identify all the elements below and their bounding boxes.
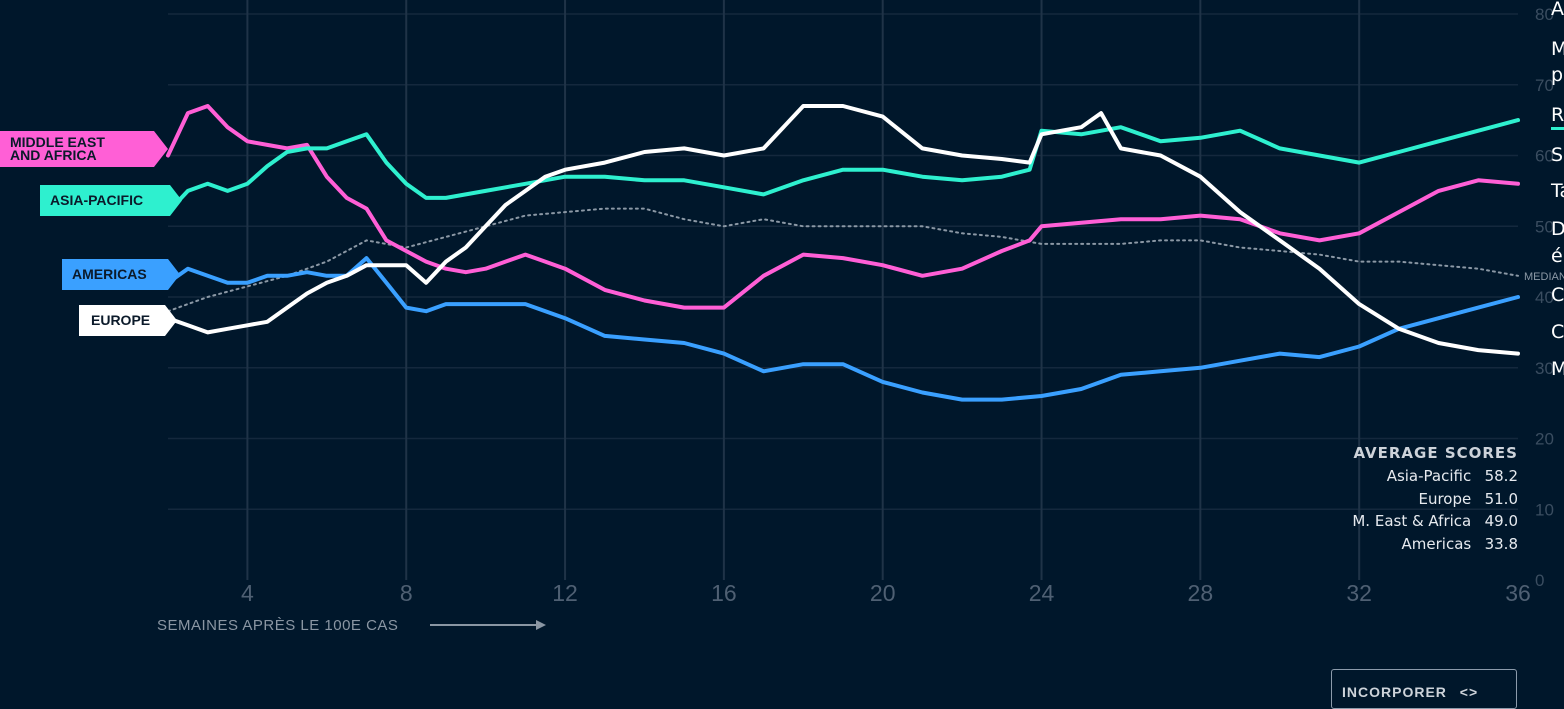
y-tick-label: 0: [1535, 571, 1544, 590]
series-tag-mea[interactable]: MIDDLE EAST AND AFRICA: [0, 131, 168, 167]
series-tag-europe-pointer: [159, 305, 177, 336]
y-tick-label: 20: [1535, 430, 1554, 449]
embed-button[interactable]: INCORPORER <>: [1331, 669, 1517, 709]
y-tick-label: 60: [1535, 147, 1554, 166]
average-score-row: Americas 33.8: [1352, 533, 1518, 556]
x-axis-arrow-head: [536, 620, 546, 630]
x-tick-label: 28: [1188, 580, 1214, 606]
average-scores-panel: AVERAGE SCORES Asia-Pacific 58.2 Europe …: [1352, 444, 1518, 555]
x-axis-arrow-line: [430, 624, 538, 626]
series-tag-asia[interactable]: ASIA-PACIFIC: [40, 185, 184, 216]
series-tag-asia-label: ASIA-PACIFIC: [50, 192, 144, 208]
average-score-label: M. East & Africa: [1352, 512, 1472, 530]
series-tag-mea-line1: MIDDLE EAST: [10, 134, 105, 150]
average-scores-title: AVERAGE SCORES: [1353, 444, 1518, 462]
series-tag-mea-pointer: [140, 131, 168, 167]
right-panel-letter[interactable]: S: [1551, 144, 1564, 166]
right-panel-letter[interactable]: A: [1551, 0, 1564, 20]
y-tick-label: 40: [1535, 288, 1554, 307]
series-tag-europe-label: EUROPE: [91, 312, 151, 328]
x-tick-label: 32: [1346, 580, 1372, 606]
right-panel-letter[interactable]: p: [1551, 64, 1564, 86]
average-score-row: M. East & Africa 49.0: [1352, 510, 1518, 533]
x-tick-label: 24: [1029, 580, 1055, 606]
average-score-label: Asia-Pacific: [1386, 467, 1472, 485]
average-score-label: Americas: [1401, 534, 1472, 553]
average-score-value: 49.0: [1484, 512, 1518, 530]
x-tick-label: 36: [1505, 580, 1531, 606]
average-score-value: 33.8: [1484, 534, 1518, 553]
x-tick-label: 12: [552, 580, 578, 606]
series-tag-americas-label: AMERICAS: [72, 266, 147, 282]
series-line-europe: [166, 104, 1520, 356]
y-tick-label: 70: [1535, 76, 1554, 95]
y-tick-label: 30: [1535, 359, 1554, 378]
series-line-middle-east-and-africa: [166, 104, 1520, 310]
right-panel-letter[interactable]: M: [1551, 38, 1564, 60]
series-tag-mea-line2: AND AFRICA: [10, 147, 97, 163]
series-tag-asia-pointer: [164, 185, 182, 216]
average-score-row: Asia-Pacific 58.2: [1352, 465, 1518, 488]
right-panel-letter[interactable]: é: [1551, 245, 1563, 267]
series-tag-americas[interactable]: AMERICAS: [62, 259, 182, 290]
embed-button-label: INCORPORER: [1342, 684, 1447, 700]
average-score-row: Europe 51.0: [1352, 488, 1518, 511]
average-score-label: Europe: [1418, 489, 1472, 508]
right-panel-letter[interactable]: Ta: [1551, 180, 1564, 202]
x-axis-label: SEMAINES APRÈS LE 100E CAS: [157, 617, 399, 634]
x-tick-label: 16: [711, 580, 737, 606]
series-tag-europe[interactable]: EUROPE: [79, 305, 179, 336]
y-tick-label: 50: [1535, 217, 1554, 236]
x-tick-label: 4: [241, 580, 254, 606]
right-panel-letter[interactable]: C: [1551, 321, 1564, 343]
code-brackets-icon: <>: [1459, 684, 1479, 700]
median-label: MEDIAN: [1524, 271, 1564, 283]
series-tag-americas-pointer: [162, 259, 180, 290]
y-tick-label: 10: [1535, 500, 1554, 519]
series-line-americas: [166, 256, 1520, 402]
right-panel-letter[interactable]: D: [1551, 218, 1564, 240]
average-score-value: 58.2: [1484, 467, 1518, 485]
y-tick-label: 80: [1535, 5, 1554, 24]
right-panel-letter[interactable]: M: [1551, 358, 1564, 380]
x-tick-label: 8: [400, 580, 413, 606]
average-score-value: 51.0: [1484, 489, 1518, 508]
right-panel-letter[interactable]: C: [1551, 284, 1564, 306]
series-line-asia-pacific: [166, 118, 1520, 215]
x-tick-label: 20: [870, 580, 896, 606]
right-panel-letter[interactable]: R: [1551, 104, 1564, 130]
